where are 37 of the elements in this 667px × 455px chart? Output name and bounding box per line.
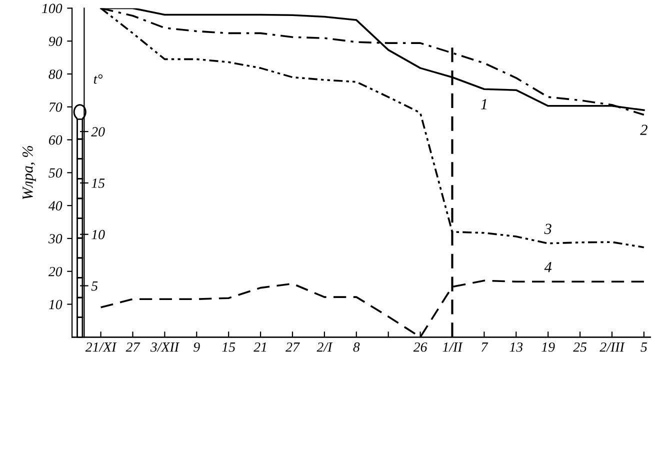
y-tick-label: 30: [48, 234, 62, 244]
x-tick-label: 25: [573, 342, 587, 352]
y-tick-label: 60: [48, 135, 62, 145]
y-tick-label: 90: [48, 36, 62, 46]
series-label: 4: [544, 262, 552, 272]
y2-tick-label: 20: [91, 127, 105, 137]
x-tick-label: 21/XI: [85, 342, 117, 352]
x-tick-label: 5: [640, 342, 647, 352]
y-tick-label: 40: [48, 201, 62, 211]
y-tick-label: 70: [49, 102, 62, 112]
y-tick-label: 20: [48, 266, 62, 276]
x-tick-label: 1/II: [442, 342, 463, 352]
x-tick-label: 2/I: [316, 342, 333, 352]
x-tick-label: 3/XII: [150, 342, 180, 352]
y-tick-label: 100: [42, 4, 62, 14]
x-tick-label: 26: [413, 342, 428, 352]
y2-axis-title: t°: [94, 74, 103, 84]
x-tick-label: 21: [254, 342, 266, 352]
x-tick-label: 19: [542, 342, 555, 352]
y2-tick-label: 10: [92, 230, 105, 240]
x-tick-label: 15: [222, 342, 236, 352]
y-tick-label: 80: [48, 70, 62, 79]
y2-tick-label: 15: [92, 178, 105, 188]
series-label: 3: [544, 224, 552, 234]
x-tick-label: 2/III: [600, 342, 625, 352]
series-label: 2: [640, 124, 648, 135]
series-label: 1: [480, 99, 486, 110]
y-axis-title: Wлра, %: [22, 146, 36, 200]
y-tick-label: 10: [48, 300, 62, 310]
x-tick-label: 27: [126, 342, 140, 352]
x-tick-label: 8: [353, 342, 360, 352]
x-tick-label: 13: [510, 342, 523, 352]
x-tick-label: 9: [194, 342, 200, 352]
x-tick-label: 27: [286, 342, 300, 352]
y2-tick-label: 5: [91, 281, 98, 291]
y-tick-label: 50: [48, 168, 62, 178]
x-tick-label: 7: [482, 342, 488, 352]
